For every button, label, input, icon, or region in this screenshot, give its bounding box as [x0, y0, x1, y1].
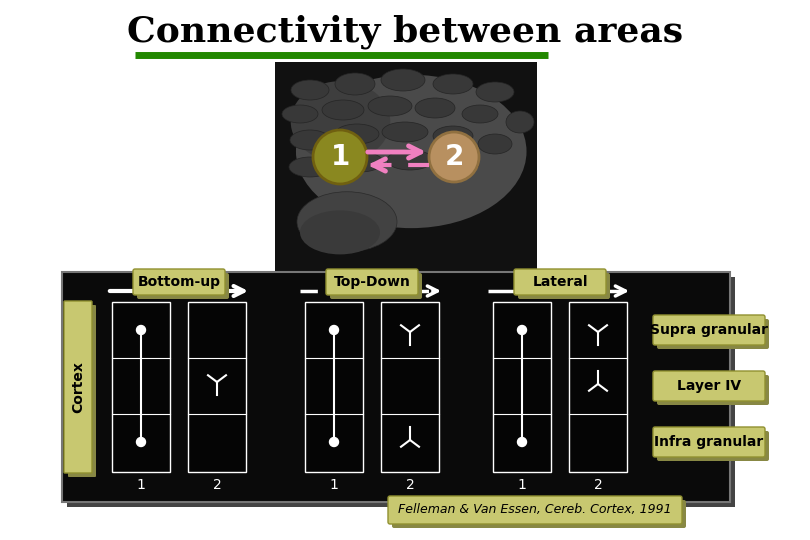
Text: 1: 1 — [330, 143, 350, 171]
Circle shape — [330, 326, 339, 334]
Ellipse shape — [441, 155, 479, 173]
Circle shape — [137, 326, 146, 334]
Text: 2: 2 — [594, 478, 603, 492]
Text: 2: 2 — [445, 143, 463, 171]
Text: Infra granular: Infra granular — [654, 435, 764, 449]
Bar — [305, 302, 363, 472]
Ellipse shape — [289, 157, 331, 177]
Circle shape — [429, 132, 479, 182]
FancyBboxPatch shape — [388, 496, 682, 524]
Text: Layer IV: Layer IV — [677, 379, 741, 393]
FancyBboxPatch shape — [68, 305, 96, 477]
Text: 2: 2 — [406, 478, 415, 492]
Ellipse shape — [462, 105, 498, 123]
FancyBboxPatch shape — [330, 273, 422, 299]
Bar — [275, 62, 537, 275]
Bar — [112, 302, 170, 472]
Text: 1: 1 — [137, 478, 146, 492]
Bar — [569, 302, 627, 472]
Ellipse shape — [335, 73, 375, 95]
Ellipse shape — [300, 211, 380, 254]
FancyBboxPatch shape — [392, 500, 686, 528]
Bar — [188, 302, 246, 472]
FancyBboxPatch shape — [518, 273, 610, 299]
FancyBboxPatch shape — [514, 269, 606, 295]
Ellipse shape — [506, 111, 534, 133]
Ellipse shape — [282, 105, 318, 123]
Ellipse shape — [433, 74, 473, 94]
Ellipse shape — [478, 134, 512, 154]
FancyBboxPatch shape — [653, 427, 765, 457]
Circle shape — [313, 130, 367, 184]
FancyBboxPatch shape — [64, 301, 92, 473]
Bar — [381, 302, 439, 472]
Ellipse shape — [382, 122, 428, 142]
Ellipse shape — [337, 152, 383, 172]
Ellipse shape — [368, 96, 412, 116]
Text: 2: 2 — [212, 478, 221, 492]
Ellipse shape — [476, 82, 514, 102]
FancyBboxPatch shape — [326, 269, 418, 295]
Circle shape — [330, 437, 339, 447]
Text: Felleman & Van Essen, Cereb. Cortex, 1991: Felleman & Van Essen, Cereb. Cortex, 199… — [399, 503, 671, 516]
Ellipse shape — [381, 69, 425, 91]
FancyBboxPatch shape — [657, 375, 769, 405]
Ellipse shape — [322, 100, 364, 120]
Text: Connectivity between areas: Connectivity between areas — [127, 15, 683, 49]
Text: Top-Down: Top-Down — [334, 275, 411, 289]
FancyBboxPatch shape — [657, 431, 769, 461]
Text: Bottom-up: Bottom-up — [138, 275, 220, 289]
Bar — [62, 272, 730, 502]
Bar — [67, 277, 735, 507]
Ellipse shape — [291, 80, 329, 100]
Circle shape — [518, 437, 526, 447]
Ellipse shape — [297, 192, 397, 252]
Ellipse shape — [415, 98, 455, 118]
Text: 1: 1 — [518, 478, 526, 492]
Ellipse shape — [433, 126, 473, 146]
Text: Supra granular: Supra granular — [650, 323, 768, 337]
Text: Cortex: Cortex — [71, 361, 85, 413]
FancyBboxPatch shape — [653, 315, 765, 345]
Bar — [493, 302, 551, 472]
Ellipse shape — [296, 75, 526, 228]
FancyBboxPatch shape — [133, 269, 225, 295]
Circle shape — [137, 437, 146, 447]
Circle shape — [518, 326, 526, 334]
Ellipse shape — [290, 130, 330, 150]
FancyBboxPatch shape — [137, 273, 229, 299]
Text: Lateral: Lateral — [532, 275, 588, 289]
Text: 1: 1 — [330, 478, 339, 492]
Ellipse shape — [291, 81, 390, 162]
Ellipse shape — [387, 150, 433, 170]
FancyBboxPatch shape — [657, 319, 769, 349]
FancyBboxPatch shape — [653, 371, 765, 401]
Ellipse shape — [335, 124, 379, 144]
